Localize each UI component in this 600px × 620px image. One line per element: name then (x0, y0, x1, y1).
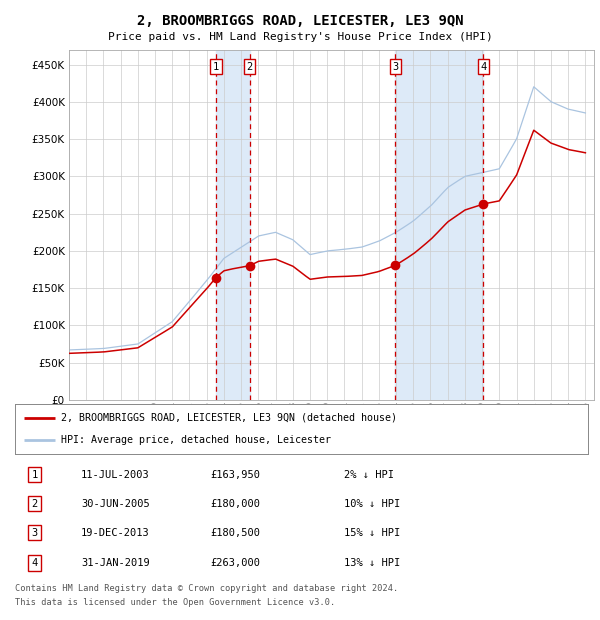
Text: HPI: Average price, detached house, Leicester: HPI: Average price, detached house, Leic… (61, 435, 331, 445)
Text: 4: 4 (481, 62, 487, 72)
Text: 30-JUN-2005: 30-JUN-2005 (81, 498, 149, 508)
Text: Contains HM Land Registry data © Crown copyright and database right 2024.: Contains HM Land Registry data © Crown c… (15, 584, 398, 593)
Text: 31-JAN-2019: 31-JAN-2019 (81, 558, 149, 568)
Bar (395, 50, 484, 400)
Text: 1: 1 (31, 469, 38, 479)
Text: 2% ↓ HPI: 2% ↓ HPI (344, 469, 394, 479)
Text: This data is licensed under the Open Government Licence v3.0.: This data is licensed under the Open Gov… (15, 598, 335, 607)
Text: 2, BROOMBRIGGS ROAD, LEICESTER, LE3 9QN: 2, BROOMBRIGGS ROAD, LEICESTER, LE3 9QN (137, 14, 463, 28)
Text: £180,500: £180,500 (210, 528, 260, 538)
Text: 3: 3 (392, 62, 398, 72)
Text: 3: 3 (31, 528, 38, 538)
Text: 19-DEC-2013: 19-DEC-2013 (81, 528, 149, 538)
Text: 2: 2 (31, 498, 38, 508)
Bar (216, 50, 250, 400)
Text: 13% ↓ HPI: 13% ↓ HPI (344, 558, 401, 568)
Text: £263,000: £263,000 (210, 558, 260, 568)
Text: 2, BROOMBRIGGS ROAD, LEICESTER, LE3 9QN (detached house): 2, BROOMBRIGGS ROAD, LEICESTER, LE3 9QN … (61, 413, 397, 423)
Text: 2: 2 (247, 62, 253, 72)
Text: 4: 4 (31, 558, 38, 568)
Text: 15% ↓ HPI: 15% ↓ HPI (344, 528, 401, 538)
Text: £180,000: £180,000 (210, 498, 260, 508)
Text: 1: 1 (213, 62, 219, 72)
Text: £163,950: £163,950 (210, 469, 260, 479)
Text: Price paid vs. HM Land Registry's House Price Index (HPI): Price paid vs. HM Land Registry's House … (107, 32, 493, 42)
Text: 11-JUL-2003: 11-JUL-2003 (81, 469, 149, 479)
Text: 10% ↓ HPI: 10% ↓ HPI (344, 498, 401, 508)
